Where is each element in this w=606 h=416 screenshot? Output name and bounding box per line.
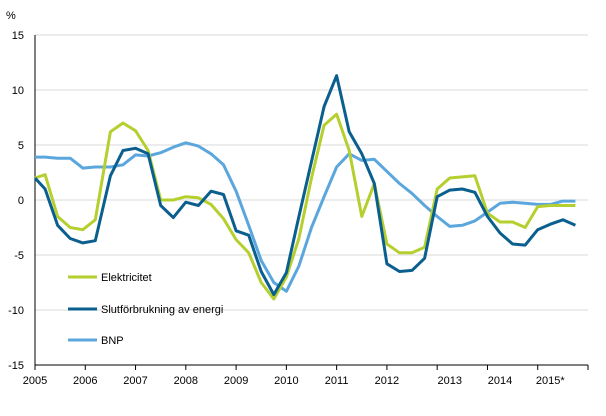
x-tick-label: 2014 bbox=[488, 375, 512, 387]
x-tick-label: 2008 bbox=[174, 375, 198, 387]
y-tick-label: -15 bbox=[8, 360, 24, 372]
x-tick-label: 2007 bbox=[123, 375, 147, 387]
x-tick-label: 2011 bbox=[325, 375, 349, 387]
legend-label-slutforbrukning: Slutförbrukning av energi bbox=[101, 304, 223, 316]
series-line-slutf-rbrukning-av-energi bbox=[33, 74, 577, 297]
y-tick-label: 5 bbox=[18, 140, 24, 152]
x-tick-label: 2006 bbox=[73, 375, 97, 387]
y-axis: 15 10 5 0 -5 -10 -15 bbox=[8, 30, 24, 372]
y-tick-label: 10 bbox=[12, 85, 24, 97]
y-tick-label: -10 bbox=[8, 305, 24, 317]
legend-label-elektricitet: Elektricitet bbox=[101, 272, 152, 284]
x-axis: 2005 2006 2007 2008 2009 2010 2011 2012 2013 2014… bbox=[23, 35, 589, 387]
y-tick-label: 15 bbox=[12, 30, 24, 42]
series-line-elektricitet bbox=[34, 112, 576, 301]
x-tick-label: 2009 bbox=[224, 375, 248, 387]
x-tick-label: 2010 bbox=[274, 375, 298, 387]
series-lines bbox=[33, 74, 577, 301]
x-tick-label: 2013 bbox=[438, 375, 462, 387]
x-tick-label: 2015* bbox=[536, 375, 565, 387]
y-tick-label: -5 bbox=[14, 250, 24, 262]
legend: Elektricitet Slutförbrukning av energi B… bbox=[68, 272, 223, 347]
x-tick-label: 2005 bbox=[23, 375, 47, 387]
x-tick-label: 2012 bbox=[375, 375, 399, 387]
legend-label-bnp: BNP bbox=[101, 335, 124, 347]
y-axis-label: % bbox=[6, 10, 16, 22]
y-tick-label: 0 bbox=[18, 195, 24, 207]
